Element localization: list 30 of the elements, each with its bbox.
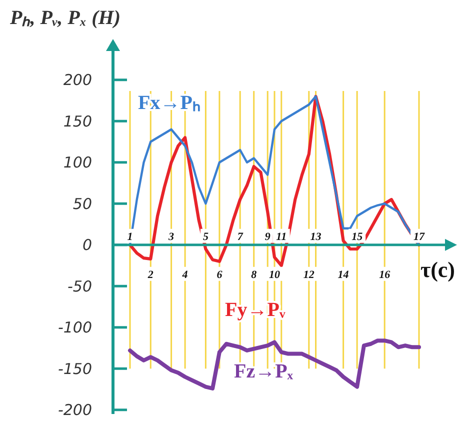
x-tick-label: 10: [269, 268, 280, 281]
x-tick-label: 9: [264, 230, 271, 243]
x-tick-label: 12: [303, 268, 315, 281]
x-tick-label: 5: [202, 230, 209, 243]
x-tick-label: 17: [414, 230, 425, 243]
y-tick-label: 50: [72, 194, 92, 213]
x-tick-label: 11: [276, 230, 287, 243]
y-tick-label: 150: [63, 112, 92, 130]
x-tick-label: 14: [338, 268, 350, 281]
x-tick-label: 15: [352, 230, 364, 243]
y-axis-title: Pₕ, Pᵥ, Pₓ (H): [9, 7, 121, 29]
x-tick-label: 7: [237, 230, 244, 243]
y-tick-label: 0: [82, 236, 92, 254]
x-axis-title: τ(c): [420, 256, 455, 282]
x-tick-label: 8: [251, 268, 258, 281]
x-tick-label: 13: [310, 230, 322, 243]
x-tick-label: 3: [168, 230, 175, 243]
y-tick-label: -200: [58, 401, 92, 420]
y-tick-label: -100: [58, 318, 92, 337]
y-tick-label: 200: [63, 71, 92, 90]
x-tick-label: 2: [146, 268, 154, 281]
x-tick-label: 1: [127, 230, 133, 243]
x-tick-label: 6: [216, 268, 223, 281]
x-tick-label: 16: [379, 268, 391, 281]
y-tick-label: -150: [58, 360, 92, 378]
x-tick-label: 4: [181, 268, 188, 281]
y-tick-label: 100: [63, 154, 92, 172]
line-series: [128, 338, 421, 390]
y-tick-label: -50: [68, 277, 92, 296]
series-label: Fz→Pₓ: [234, 360, 294, 383]
